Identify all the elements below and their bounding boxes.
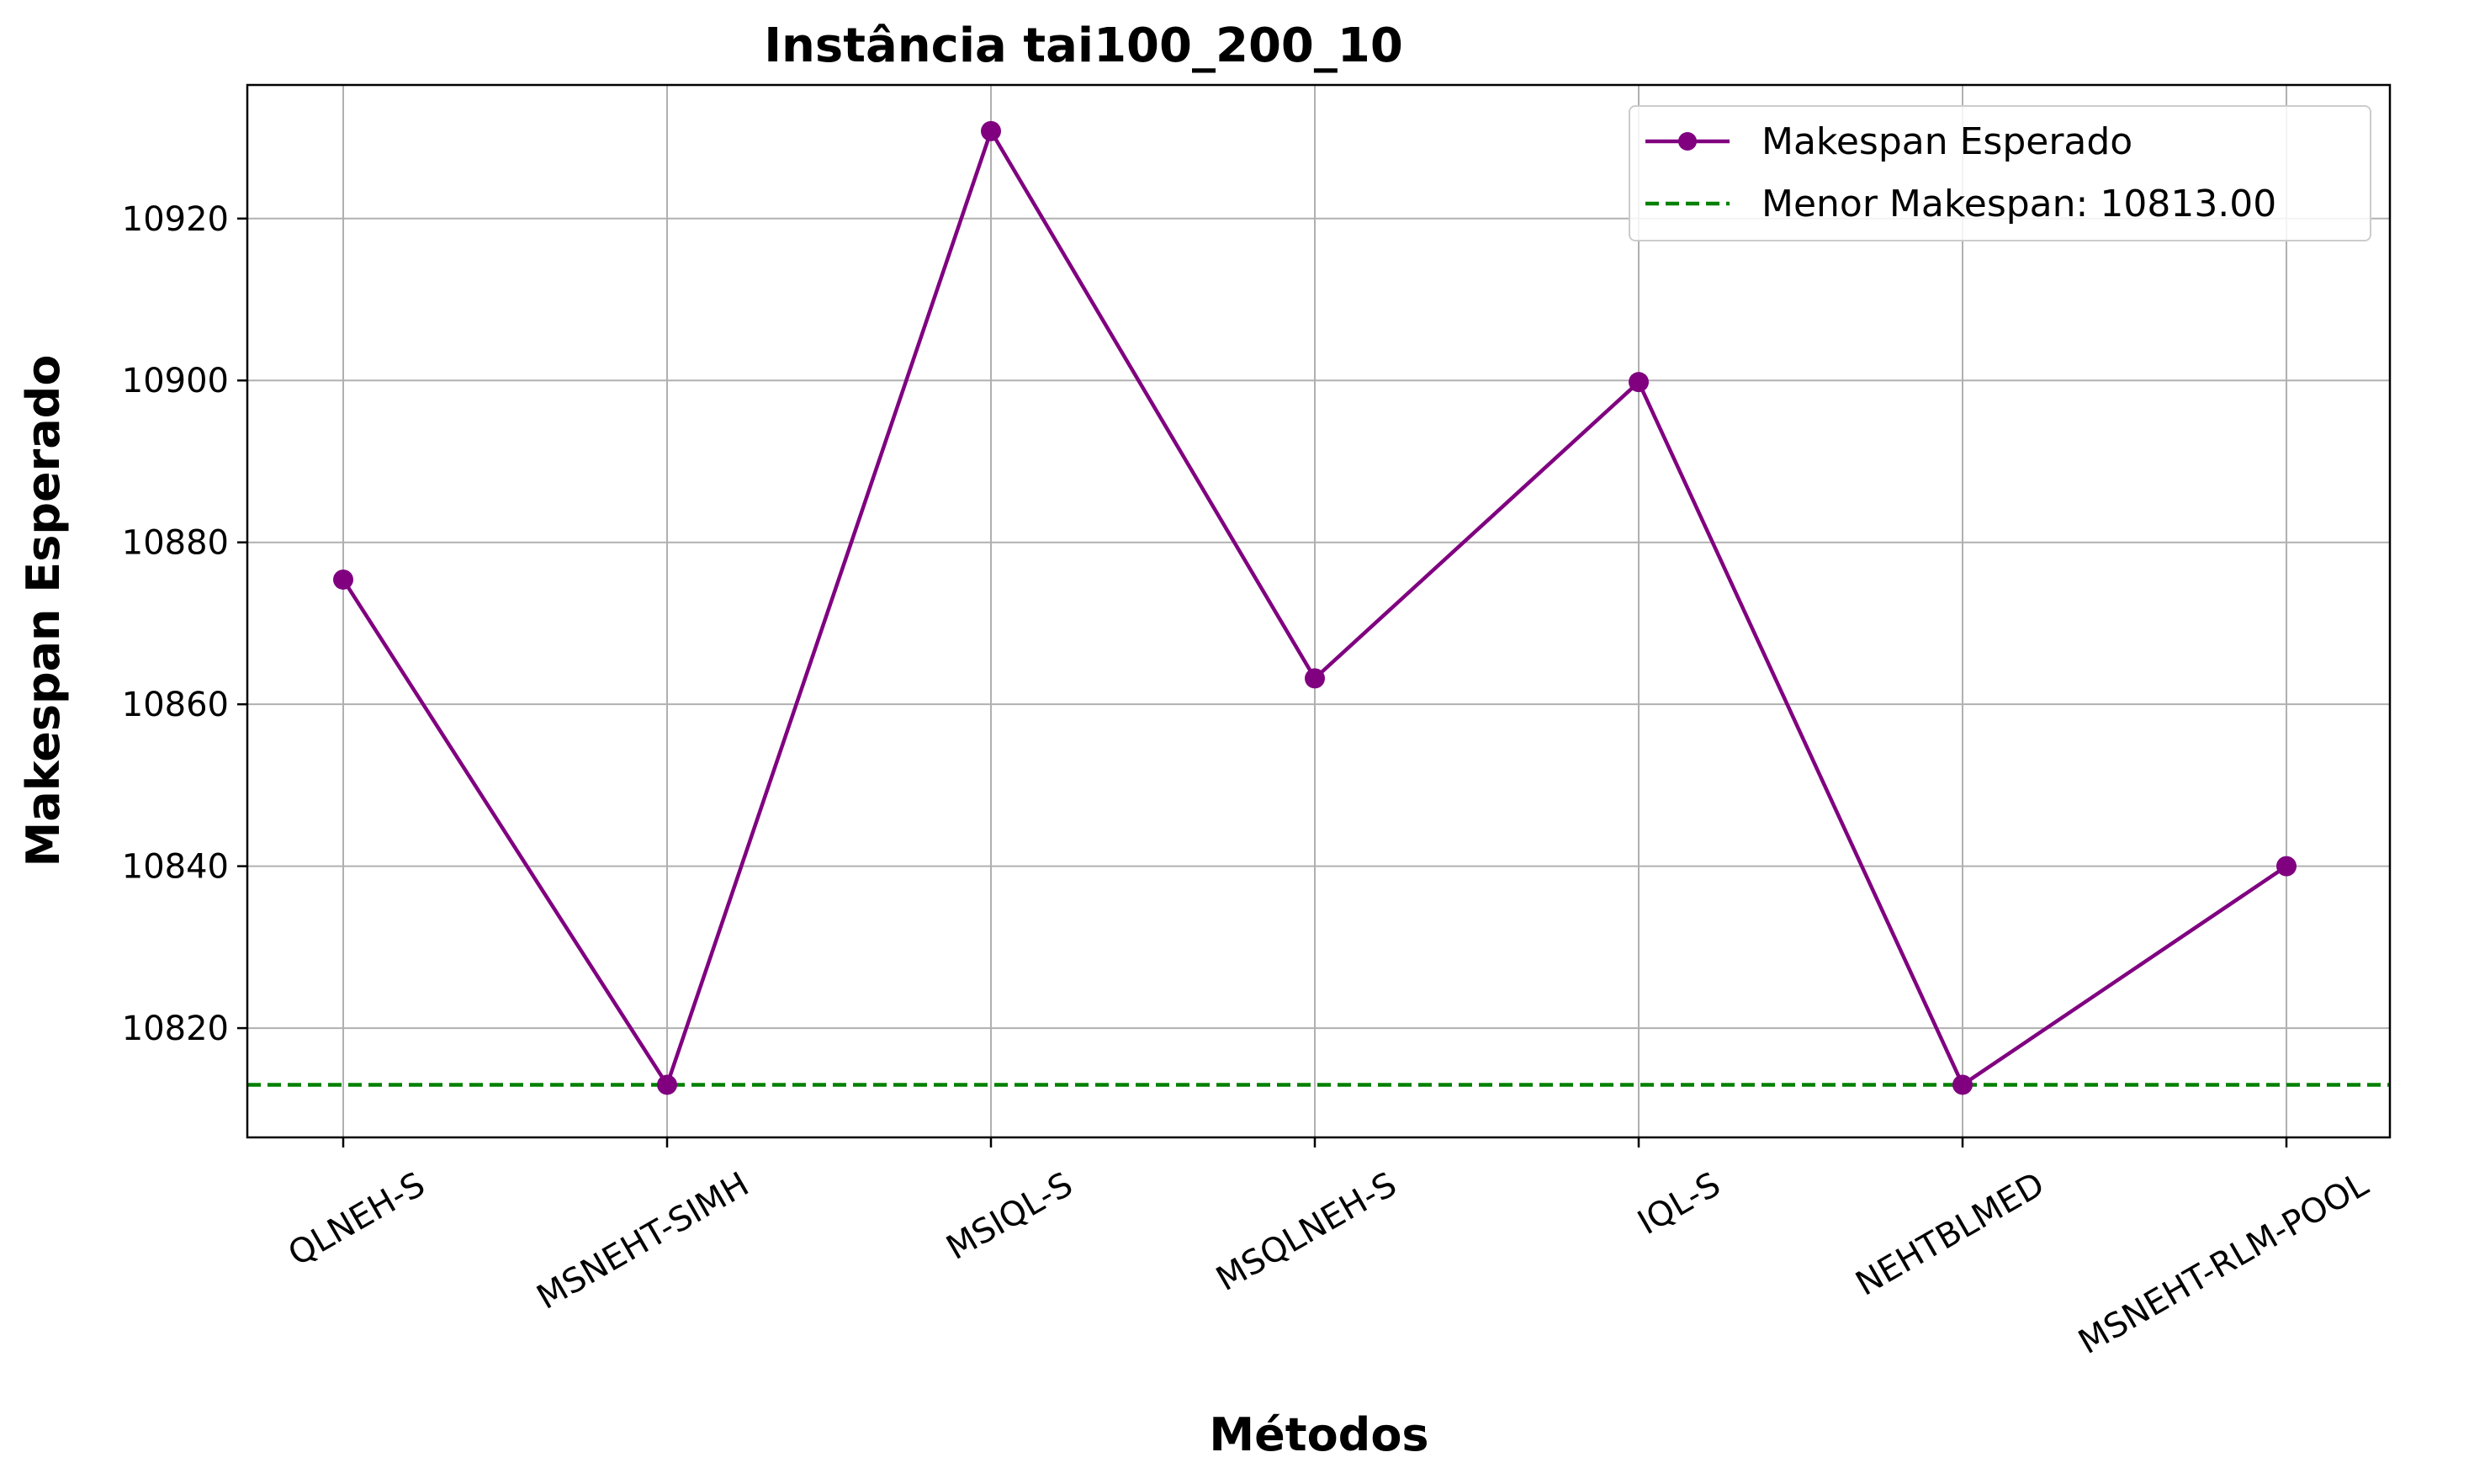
y-tick-label: 10860 bbox=[122, 686, 229, 724]
data-point bbox=[1629, 372, 1649, 393]
y-axis-ticks: 10820 10840 10860 10880 10900 10920 bbox=[122, 200, 247, 1048]
y-tick-label: 10900 bbox=[122, 362, 229, 400]
legend-series-marker bbox=[1678, 132, 1697, 151]
data-point bbox=[981, 120, 1001, 141]
data-point bbox=[2276, 856, 2297, 877]
y-axis-title: Makespan Esperado bbox=[17, 355, 70, 867]
plot-frame bbox=[246, 83, 2392, 1139]
y-tick-label: 10880 bbox=[122, 524, 229, 563]
data-point bbox=[1305, 668, 1325, 689]
data-point bbox=[1952, 1074, 1973, 1095]
y-tick-label: 10920 bbox=[122, 200, 229, 239]
data-point bbox=[657, 1074, 677, 1095]
legend: Makespan Esperado Menor Makespan: 10813.… bbox=[1629, 105, 2371, 241]
legend-series-label: Makespan Esperado bbox=[1762, 120, 2132, 163]
chart-title: Instância tai100_200_10 bbox=[764, 19, 1403, 73]
x-axis-title: Métodos bbox=[1209, 1408, 1428, 1461]
data-point bbox=[333, 569, 353, 590]
legend-reference-label: Menor Makespan: 10813.00 bbox=[1762, 183, 2276, 225]
y-tick-label: 10820 bbox=[122, 1010, 229, 1048]
y-tick-label: 10840 bbox=[122, 848, 229, 887]
series-group bbox=[333, 120, 2297, 1095]
grid bbox=[247, 85, 2390, 1137]
legend-box bbox=[1629, 105, 2371, 241]
